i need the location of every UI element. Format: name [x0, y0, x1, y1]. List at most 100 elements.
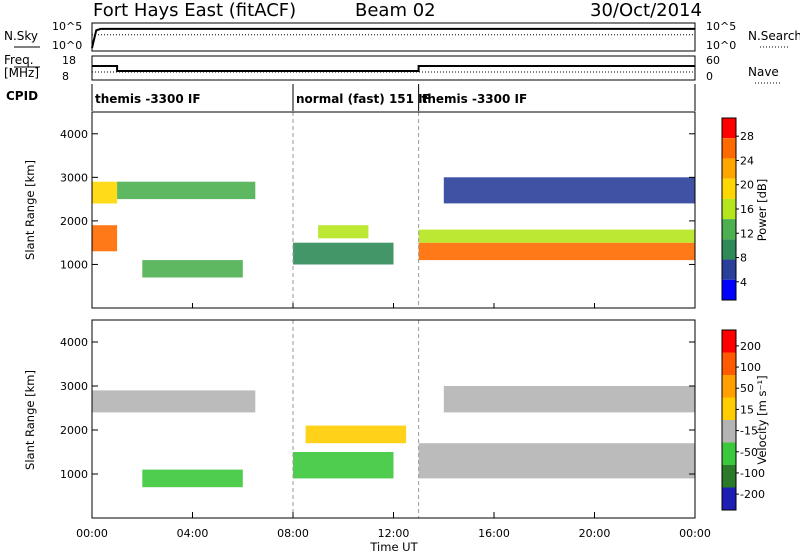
power-ylabel: Slant Range [km]: [23, 160, 37, 260]
noise-panel-frame: [91, 22, 696, 52]
ytick-label: 2000: [60, 424, 88, 437]
nave-label: Nave: [748, 65, 779, 79]
freq-unit-label: [MHz]: [4, 66, 39, 80]
xtick-label: 16:00: [478, 527, 510, 540]
velocity-colorbar-tick-label: 200: [740, 340, 761, 353]
velocity-colorbar-frame: [721, 329, 737, 511]
scatter-band: [92, 390, 256, 413]
power-colorbar-tick-label: 24: [740, 154, 754, 167]
velocity-colorbar-swatch: [722, 465, 736, 488]
velocity-colorbar-tick-label: 100: [740, 361, 761, 374]
power-colorbar-tick-label: 8: [740, 252, 747, 265]
nsearch-label: N.Search: [748, 29, 800, 43]
scatter-band: [293, 452, 394, 479]
velocity-ylabel: Slant Range [km]: [23, 370, 37, 470]
power-panel-bg: [92, 112, 695, 308]
freq-label: Freq.: [4, 53, 34, 67]
scatter-band: [418, 242, 695, 261]
power-colorbar-swatch: [722, 219, 736, 240]
time-axis-label: Time UT: [369, 540, 418, 554]
velocity-colorbar-swatch: [722, 352, 736, 375]
nave-tick-high: 60: [706, 54, 720, 67]
power-colorbar-label: Power [dB]: [755, 179, 769, 242]
scatter-band: [443, 177, 696, 204]
beam-label: Beam 02: [355, 0, 436, 21]
power-colorbar-swatch: [722, 198, 736, 220]
cpid-segment-label: themis -3300 IF: [95, 92, 201, 106]
velocity-colorbar-tick-label: -15: [740, 425, 758, 438]
scatter-band: [418, 443, 695, 479]
xtick-label: 08:00: [277, 527, 309, 540]
power-colorbar-tick-label: 28: [740, 130, 754, 143]
power-colorbar-tick-label: 4: [740, 276, 747, 289]
power-colorbar-swatch: [722, 158, 736, 179]
scatter-band: [142, 260, 243, 278]
freq-tick-low: 8: [62, 70, 69, 83]
power-colorbar-tick-label: 16: [740, 203, 754, 216]
velocity-colorbar-swatch: [722, 487, 736, 510]
scatter-band: [92, 181, 118, 204]
velocity-colorbar-tick-label: 15: [740, 403, 754, 416]
power-panel: Slant Range [km] 1000 2000 3000 4000 28 24 20…: [23, 111, 769, 309]
scatter-band: [318, 225, 369, 239]
power-colorbar-swatch: [722, 178, 736, 199]
cpid-panel: CPID themis -3300 IF normal (fast) 151 IF…: [6, 84, 696, 111]
ytick-label: 3000: [60, 171, 88, 184]
nsky-line: [91, 27, 695, 49]
velocity-panel-bg: [92, 320, 695, 518]
ytick-label: 4000: [60, 128, 88, 141]
xtick-label: 00:00: [679, 527, 711, 540]
power-colorbar-swatch: [722, 118, 736, 139]
nave-tick-low: 0: [706, 70, 713, 83]
scatter-band: [293, 242, 394, 265]
power-colorbar-swatch: [722, 239, 736, 260]
frequency-panel: Freq. [MHz] 18 8 60 0 Nave: [4, 53, 782, 84]
freq-line: [92, 65, 695, 72]
velocity-panel: Slant Range [km] 1000 2000 3000 4000 200 100…: [23, 303, 769, 554]
scatter-band: [418, 229, 695, 243]
nsky-label: N.Sky: [4, 29, 38, 43]
noise-panel: N.Sky N.Search 10^5 10^0 10^5 10^0: [4, 20, 800, 52]
power-colorbar-swatch: [722, 138, 736, 159]
plot-title: Fort Hays East (fitACF): [93, 0, 296, 21]
velocity-colorbar-swatch: [722, 420, 736, 443]
velocity-colorbar-tick-label: 50: [740, 382, 754, 395]
cpid-label: CPID: [6, 89, 38, 103]
freq-tick-high: 18: [62, 54, 76, 67]
cpid-segment-label: themis -3300 IF: [422, 92, 528, 106]
xtick-label: 04:00: [177, 527, 209, 540]
xtick-label: 00:00: [76, 527, 108, 540]
noise-tick-low-right: 10^0: [706, 39, 736, 52]
frequency-panel-frame: [91, 55, 696, 81]
power-colorbar-swatch: [722, 259, 736, 280]
scatter-band: [92, 225, 118, 252]
ytick-label: 2000: [60, 215, 88, 228]
velocity-colorbar-tick-label: -200: [740, 488, 765, 501]
scatter-band: [305, 425, 407, 444]
velocity-colorbar-label: Velocity [m s⁻¹]: [755, 375, 769, 464]
noise-tick-high-left: 10^5: [52, 20, 82, 33]
scatter-band: [142, 469, 243, 488]
velocity-colorbar-tick-label: -50: [740, 446, 758, 459]
ytick-label: 1000: [60, 258, 88, 271]
xtick-label: 20:00: [579, 527, 611, 540]
velocity-colorbar-swatch: [722, 375, 736, 398]
date-label: 30/Oct/2014: [590, 0, 702, 21]
xtick-label: 12:00: [378, 527, 410, 540]
velocity-colorbar-swatch: [722, 397, 736, 420]
scatter-band: [443, 386, 696, 413]
scatter-band: [117, 181, 256, 200]
ytick-label: 3000: [60, 380, 88, 393]
velocity-colorbar-swatch: [722, 442, 736, 465]
power-colorbar-swatch: [722, 279, 736, 300]
ytick-label: 4000: [60, 336, 88, 349]
cpid-segment-label: normal (fast) 151 IF: [296, 92, 431, 106]
velocity-colorbar-tick-label: -100: [740, 467, 765, 480]
power-colorbar-tick-label: 12: [740, 227, 754, 240]
velocity-colorbar-swatch: [722, 330, 736, 353]
noise-tick-low-left: 10^0: [52, 39, 82, 52]
noise-tick-high-right: 10^5: [706, 20, 736, 33]
ytick-label: 1000: [60, 468, 88, 481]
power-colorbar-tick-label: 20: [740, 179, 754, 192]
